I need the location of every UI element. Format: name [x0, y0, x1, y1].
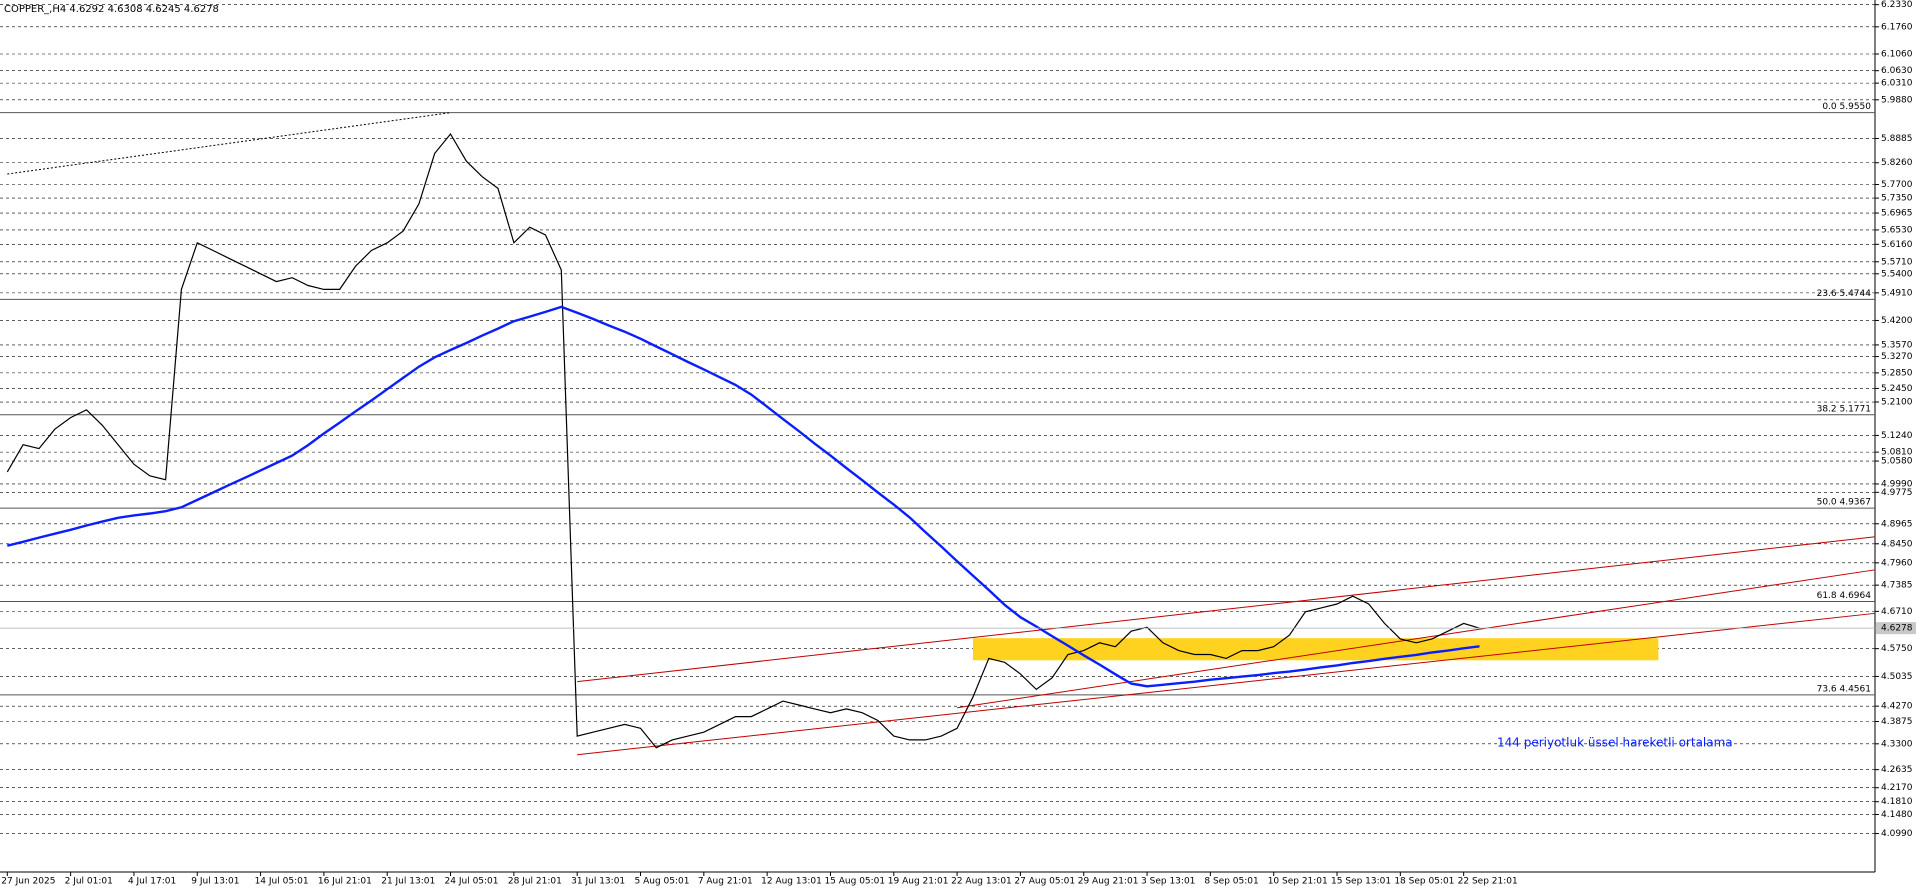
y-tick-label: 5.5710 — [1881, 257, 1913, 267]
fib-label: 61.8 4.6964 — [1817, 591, 1872, 601]
y-tick-label: 4.1810 — [1881, 797, 1913, 807]
y-tick-label: 4.5035 — [1881, 672, 1913, 682]
x-tick-label: 5 Aug 05:01 — [635, 877, 690, 887]
y-tick-label: 5.0810 — [1881, 448, 1913, 458]
y-tick-label: 4.9775 — [1881, 488, 1913, 498]
x-tick-label: 22 Aug 13:01 — [951, 877, 1012, 887]
y-tick-label: 4.8965 — [1881, 519, 1913, 529]
y-tick-label: 5.7350 — [1881, 194, 1913, 204]
y-tick-label: 6.2330 — [1881, 0, 1913, 10]
y-tick-label: 5.4200 — [1881, 316, 1913, 326]
trend-line — [577, 536, 1876, 683]
x-tick-label: 7 Aug 21:01 — [698, 877, 753, 887]
y-tick-label: 5.6530 — [1881, 225, 1913, 235]
x-tick-label: 27 Aug 05:01 — [1014, 877, 1075, 887]
y-tick-label: 5.9880 — [1881, 95, 1913, 105]
x-tick-label: 14 Jul 05:01 — [255, 877, 309, 887]
y-tick-label: 4.8450 — [1881, 539, 1913, 549]
fib-label: 0.0 5.9550 — [1822, 102, 1871, 112]
y-tick-label: 5.0580 — [1881, 457, 1913, 467]
ema-annotation: 144 periyotluk üssel hareketli ortalama — [1497, 736, 1733, 750]
y-tick-label: 4.7960 — [1881, 558, 1913, 568]
y-tick-label: 4.3300 — [1881, 739, 1913, 749]
x-tick-label: 16 Jul 21:01 — [318, 877, 372, 887]
x-tick-label: 27 Jun 2025 — [1, 877, 55, 887]
x-tick-label: 2 Jul 01:01 — [65, 877, 113, 887]
ema-line — [7, 305, 1480, 688]
x-tick-label: 21 Jul 13:01 — [381, 877, 435, 887]
y-tick-label: 4.4270 — [1881, 702, 1913, 712]
x-tick-label: 24 Jul 05:01 — [445, 877, 499, 887]
x-tick-label: 9 Jul 13:01 — [191, 877, 239, 887]
x-tick-label: 19 Aug 21:01 — [888, 877, 949, 887]
y-tick-label: 5.4910 — [1881, 288, 1913, 298]
x-tick-label: 10 Sep 21:01 — [1268, 877, 1328, 887]
x-tick-label: 18 Sep 05:01 — [1394, 877, 1454, 887]
fib-label: 50.0 4.9367 — [1817, 498, 1871, 508]
y-tick-label: 6.1060 — [1881, 49, 1913, 59]
y-tick-label: 4.2170 — [1881, 783, 1913, 793]
price-line — [6, 132, 1480, 749]
x-tick-label: 15 Aug 05:01 — [824, 877, 885, 887]
x-tick-label: 4 Jul 17:01 — [128, 877, 176, 887]
trend-line — [577, 612, 1876, 756]
x-tick-label: 31 Jul 13:01 — [571, 877, 625, 887]
trend-line — [957, 569, 1876, 709]
last-price-box — [1876, 622, 1916, 635]
y-tick-label: 5.5400 — [1881, 269, 1913, 279]
y-tick-label: 5.2450 — [1881, 384, 1913, 394]
y-tick-label: 5.7700 — [1881, 180, 1913, 190]
fib-label: 23.6 5.4744 — [1817, 289, 1872, 299]
support-zone — [972, 638, 1659, 661]
y-tick-label: 4.7385 — [1881, 581, 1913, 591]
y-tick-label: 4.1480 — [1881, 810, 1913, 820]
y-tick-label: 5.2850 — [1881, 368, 1913, 378]
y-tick-label: 6.0630 — [1881, 66, 1913, 76]
y-tick-label: 5.6965 — [1881, 209, 1913, 219]
trend-line — [7, 112, 451, 175]
fib-label: 73.6 4.4561 — [1817, 684, 1871, 694]
y-tick-label: 4.3875 — [1881, 717, 1913, 727]
y-tick-label: 5.8885 — [1881, 134, 1913, 144]
y-tick-label: 5.8260 — [1881, 158, 1913, 168]
y-tick-label: 5.2100 — [1881, 398, 1913, 408]
fib-label: 38.2 5.1771 — [1817, 404, 1871, 414]
y-tick-label: 4.2635 — [1881, 765, 1913, 775]
y-tick-label: 4.6710 — [1881, 607, 1913, 617]
x-tick-label: 3 Sep 13:01 — [1141, 877, 1195, 887]
last-price-label: 4.6278 — [1881, 624, 1913, 634]
y-tick-label: 4.5750 — [1881, 644, 1913, 654]
y-tick-label: 4.0990 — [1881, 829, 1913, 839]
y-tick-label: 5.3570 — [1881, 340, 1913, 350]
y-tick-label: 4.9990 — [1881, 479, 1913, 489]
x-tick-label: 28 Jul 21:01 — [508, 877, 562, 887]
chart-title: COPPER_,H4 4.6292 4.6308 4.6245 4.6278 — [4, 4, 219, 15]
x-tick-label: 22 Sep 21:01 — [1458, 877, 1518, 887]
x-tick-label: 12 Aug 13:01 — [761, 877, 822, 887]
x-tick-label: 8 Sep 05:01 — [1204, 877, 1258, 887]
x-tick-label: 15 Sep 13:01 — [1331, 877, 1391, 887]
y-tick-label: 6.0310 — [1881, 79, 1913, 89]
y-tick-label: 5.1240 — [1881, 431, 1913, 441]
y-tick-label: 6.1760 — [1881, 22, 1913, 32]
y-tick-label: 5.3270 — [1881, 352, 1913, 362]
y-tick-label: 5.6160 — [1881, 240, 1913, 250]
x-tick-label: 29 Aug 21:01 — [1078, 877, 1139, 887]
